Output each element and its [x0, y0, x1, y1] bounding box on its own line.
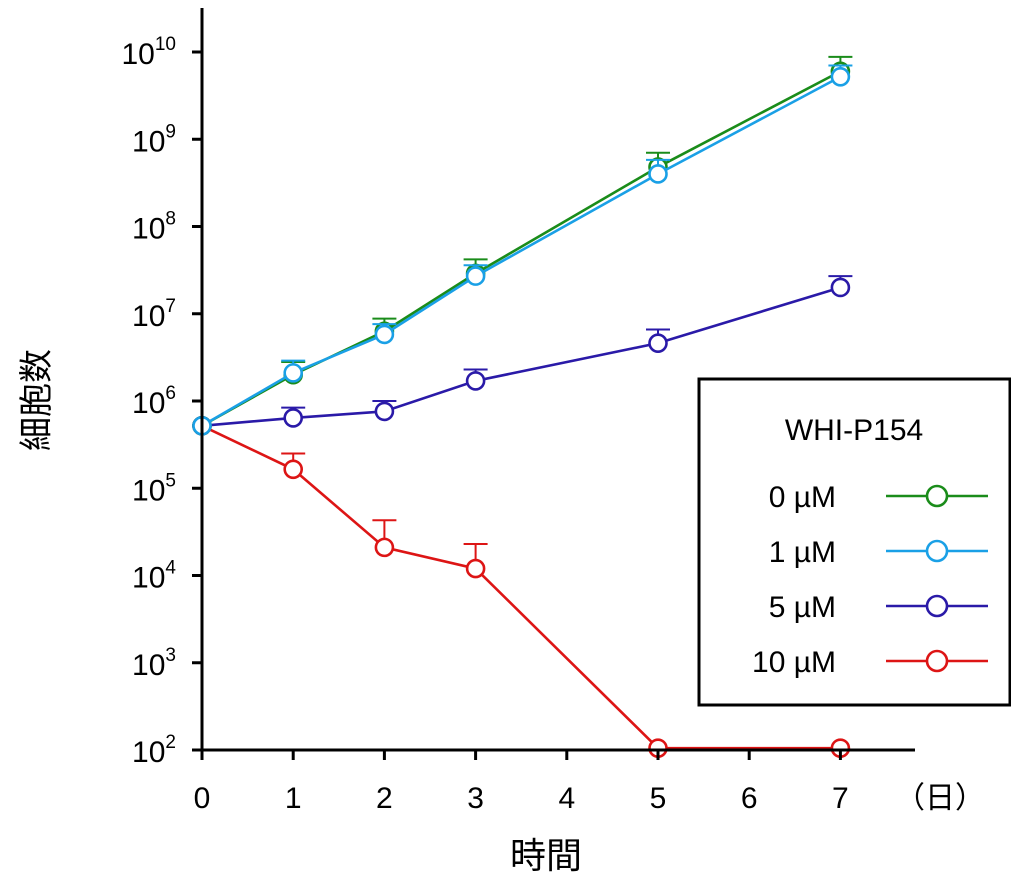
legend-marker [927, 486, 947, 506]
y-tick-label: 104 [132, 558, 176, 595]
data-point [467, 268, 484, 285]
y-tick-base: 10 [132, 213, 165, 246]
y-tick-base: 10 [132, 300, 165, 333]
legend-label: 1 µM [769, 536, 836, 569]
y-axis-label: 細胞数 [17, 349, 57, 451]
data-point [650, 335, 667, 352]
y-tick-exponent: 3 [165, 645, 176, 666]
data-point [650, 165, 667, 182]
data-point [285, 364, 302, 381]
x-tick-label: 0 [194, 782, 211, 815]
y-tick-label: 109 [132, 121, 176, 158]
data-point [467, 560, 484, 577]
y-tick-label: 1010 [121, 34, 176, 71]
legend-marker [927, 541, 947, 561]
y-tick-exponent: 8 [165, 209, 176, 230]
legend-title: WHI-P154 [785, 414, 923, 447]
y-tick-label: 108 [132, 209, 176, 246]
y-tick-base: 10 [132, 474, 165, 507]
x-tick-label: 3 [467, 782, 484, 815]
y-tick-base: 10 [132, 649, 165, 682]
legend-marker [927, 651, 947, 671]
y-tick-base: 10 [132, 125, 165, 158]
legend-label: 10 µM [752, 646, 836, 679]
y-tick-label: 105 [132, 470, 176, 507]
x-ticks: 0 1 2 3 4 5 6 7 [194, 750, 849, 815]
y-tick-base: 10 [132, 736, 165, 769]
y-tick-label: 107 [132, 296, 176, 333]
y-tick-exponent: 2 [165, 732, 176, 753]
data-point [285, 409, 302, 426]
y-tick-base: 10 [132, 387, 165, 420]
data-point [832, 68, 849, 85]
x-tick-label: 4 [558, 782, 575, 815]
legend: WHI-P154 0 µM 1 µM 5 µM 10 µM [699, 379, 1010, 705]
y-tick-base: 10 [132, 562, 165, 595]
data-point [832, 279, 849, 296]
x-axis-label: 時間 [510, 836, 582, 877]
legend-label: 5 µM [769, 591, 836, 624]
y-tick-label: 103 [132, 645, 176, 682]
x-tick-label: 6 [741, 782, 758, 815]
y-tick-exponent: 7 [165, 296, 176, 317]
y-tick-base: 10 [121, 38, 154, 71]
x-tick-label: 1 [285, 782, 302, 815]
x-unit-label: （日） [895, 782, 985, 815]
y-tick-exponent: 9 [165, 121, 176, 142]
y-tick-exponent: 10 [155, 34, 176, 55]
data-point [376, 326, 393, 343]
y-tick-label: 102 [132, 732, 176, 769]
x-tick-label: 2 [376, 782, 393, 815]
x-tick-label: 5 [650, 782, 667, 815]
legend-label: 0 µM [769, 481, 836, 514]
y-tick-exponent: 4 [165, 558, 176, 579]
data-point [285, 461, 302, 478]
y-tick-exponent: 6 [165, 383, 176, 404]
data-point [376, 539, 393, 556]
legend-marker [927, 596, 947, 616]
y-tick-label: 106 [132, 383, 176, 420]
x-tick-label: 7 [832, 782, 849, 815]
y-tick-exponent: 5 [165, 470, 176, 491]
data-point [467, 372, 484, 389]
data-point [376, 403, 393, 420]
